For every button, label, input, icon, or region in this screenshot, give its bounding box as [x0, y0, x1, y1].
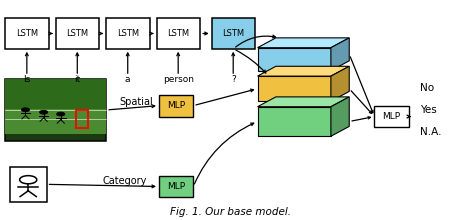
- Circle shape: [56, 112, 65, 116]
- Polygon shape: [257, 66, 348, 76]
- Text: LSTM: LSTM: [222, 29, 244, 38]
- FancyBboxPatch shape: [106, 18, 150, 49]
- Text: Yes: Yes: [420, 105, 436, 115]
- Text: LSTM: LSTM: [16, 29, 38, 38]
- FancyBboxPatch shape: [56, 18, 99, 49]
- FancyBboxPatch shape: [158, 176, 193, 197]
- FancyBboxPatch shape: [5, 109, 106, 134]
- Circle shape: [39, 110, 48, 114]
- FancyBboxPatch shape: [5, 79, 106, 141]
- Polygon shape: [257, 97, 348, 107]
- Polygon shape: [330, 97, 348, 136]
- FancyBboxPatch shape: [374, 106, 408, 127]
- FancyBboxPatch shape: [158, 95, 193, 117]
- Polygon shape: [330, 38, 348, 71]
- FancyBboxPatch shape: [5, 79, 106, 113]
- FancyBboxPatch shape: [156, 18, 200, 49]
- Text: Fig. 1. Our base model.: Fig. 1. Our base model.: [169, 207, 290, 217]
- Text: LSTM: LSTM: [167, 29, 189, 38]
- Text: No: No: [420, 83, 433, 93]
- Text: a: a: [125, 75, 130, 84]
- Circle shape: [21, 108, 29, 112]
- Text: MLP: MLP: [382, 112, 400, 121]
- Text: Category: Category: [102, 176, 146, 186]
- Text: MLP: MLP: [167, 182, 185, 191]
- Text: LSTM: LSTM: [117, 29, 139, 38]
- Text: LSTM: LSTM: [66, 29, 89, 38]
- FancyBboxPatch shape: [5, 18, 49, 49]
- FancyBboxPatch shape: [211, 18, 255, 49]
- Text: MLP: MLP: [167, 101, 185, 110]
- Text: N.A.: N.A.: [420, 127, 441, 137]
- Polygon shape: [330, 66, 348, 101]
- Text: Spatial: Spatial: [119, 97, 152, 107]
- Text: it: it: [74, 75, 80, 84]
- Polygon shape: [257, 76, 330, 101]
- Text: person: person: [162, 75, 193, 84]
- Polygon shape: [257, 107, 330, 136]
- Polygon shape: [257, 48, 330, 71]
- Text: ?: ?: [230, 75, 235, 84]
- FancyBboxPatch shape: [10, 167, 46, 202]
- Polygon shape: [257, 38, 348, 48]
- Text: Is: Is: [23, 75, 30, 84]
